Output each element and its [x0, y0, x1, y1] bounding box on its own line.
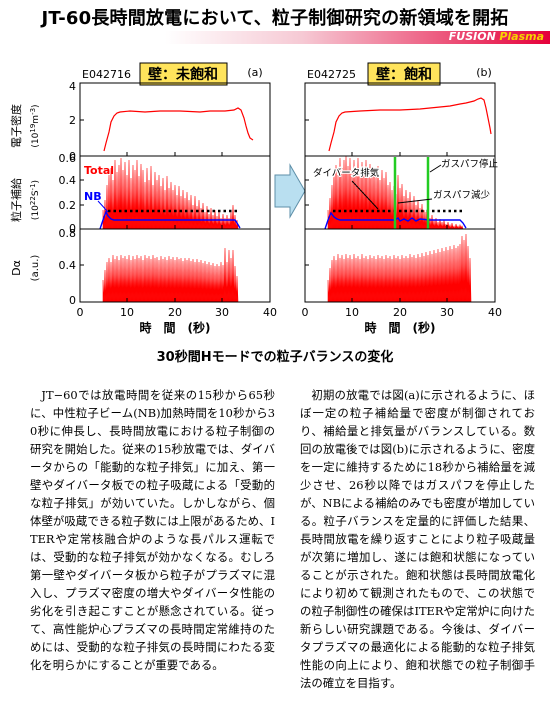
wall-label-box-a	[139, 62, 228, 86]
x-axis-label-b: 時 間 (秒)	[365, 320, 436, 335]
label-gaspuff-stop: ガスパフ停止	[441, 158, 499, 170]
figure-caption: 30秒間Hモードでの粒子バランスの変化	[156, 350, 394, 365]
y-label-supply: 粒子補給 (1022S-1)	[9, 178, 41, 222]
ytick-supply-06: 0.6	[59, 152, 77, 165]
density-trace-a	[103, 107, 254, 152]
dalpha-trace-a	[102, 247, 239, 302]
panel-tag-b: (b)	[476, 66, 492, 79]
xtick-a-20: 20	[168, 306, 182, 319]
transition-arrow-icon	[274, 163, 306, 219]
xtick-b-40: 40	[488, 306, 502, 319]
frame-density-b	[304, 82, 496, 157]
density-label-line1: 電子密度	[9, 104, 23, 148]
wall-label-b: 壁：飽和	[376, 66, 432, 83]
wall-label-a: 壁：未飽和	[148, 66, 218, 83]
ytick-density-0: 0	[69, 150, 76, 163]
xtick-b-30: 30	[440, 306, 454, 319]
y-label-density: 電子密度 (1019m-3)	[9, 104, 41, 148]
xtick-a-0: 0	[77, 306, 84, 319]
ytick-supply-02: 0.2	[59, 199, 77, 212]
ticks-a	[80, 119, 223, 302]
xtick-b-10: 10	[345, 306, 359, 319]
label-gaspuff-reduce: ガスパフ減少	[433, 189, 491, 201]
pointer-gaspuff-stop	[429, 164, 442, 173]
band-label: FUSION Plasma	[449, 30, 544, 43]
panel-a: E042716 壁：未飽和 (a) Total NB	[59, 62, 278, 335]
x-axis-label-a: 時 間 (秒)	[140, 320, 211, 335]
xtick-b-20: 20	[393, 306, 407, 319]
ytick-dalpha-08: 0.8	[59, 227, 77, 240]
dalpha-label-line1: Dα	[10, 260, 23, 276]
page-title: JT-60長時間放電において、粒子制御研究の新領域を開拓	[41, 8, 509, 29]
ytick-dalpha-0: 0	[69, 294, 76, 307]
xtick-a-30: 30	[215, 306, 229, 319]
ytick-density-4: 4	[69, 80, 76, 93]
frame-density-a	[79, 82, 271, 157]
ytick-supply-04: 0.4	[59, 174, 77, 187]
band-word-plasma: Plasma	[499, 30, 544, 43]
pointer-gaspuff-reduce	[397, 198, 433, 204]
shot-number-a: E042716	[82, 68, 131, 81]
panel-b: E042725 壁：飽和 (b) ダイバータ排気 ガスパフ停止 ガスパフ減少	[302, 62, 503, 335]
supply-label-line2: (1022S-1)	[29, 180, 41, 220]
xtick-labels-b: 0 10 20 30 40	[302, 306, 503, 319]
panel-tag-a: (a)	[247, 66, 262, 79]
body-column-left: JT−60では放電時間を従来の15秒から65秒に、中性粒子ビーム(NB)加熱時間…	[30, 388, 275, 672]
supply-label-line1: 粒子補給	[9, 178, 23, 222]
header-band: FUSION Plasma	[0, 30, 550, 44]
supply-trace-a	[99, 157, 241, 229]
ytick-supply-0: 0	[69, 222, 76, 235]
nb-pointer	[97, 200, 109, 213]
label-divertor-exhaust: ダイバータ排気	[313, 167, 380, 179]
label-nb: NB	[84, 190, 102, 203]
density-label-line2: (1019m-3)	[29, 104, 41, 147]
wall-label-box-b	[367, 62, 441, 86]
figure: 電子密度 (1019m-3) 粒子補給 (1022S-1) Dα (a.u.) …	[9, 62, 503, 335]
shot-number-b: E042725	[307, 68, 356, 81]
body-column-right: 初期の放電では図(a)に示されるように、ほぼ一定の粒子補給量で密度が制御されてお…	[300, 388, 535, 690]
band-word-fusion: FUSION	[448, 30, 496, 43]
ytick-labels-a: 0 2 4 0 0.2 0.4 0.6 0 0.4 0.8	[59, 80, 77, 307]
ticks-b	[305, 119, 448, 302]
xtick-labels-a: 0 10 20 30 40	[77, 306, 278, 319]
label-total: Total	[84, 164, 114, 177]
xtick-a-10: 10	[120, 306, 134, 319]
dalpha-trace-b	[327, 233, 472, 302]
xtick-a-40: 40	[263, 306, 277, 319]
xtick-b-0: 0	[302, 306, 309, 319]
pointer-divertor	[351, 180, 379, 210]
ytick-dalpha-04: 0.4	[59, 259, 77, 272]
density-trace-b	[328, 97, 492, 152]
ytick-density-2: 2	[69, 114, 76, 127]
y-label-dalpha: Dα (a.u.)	[10, 255, 41, 282]
dalpha-label-line2: (a.u.)	[30, 255, 41, 282]
